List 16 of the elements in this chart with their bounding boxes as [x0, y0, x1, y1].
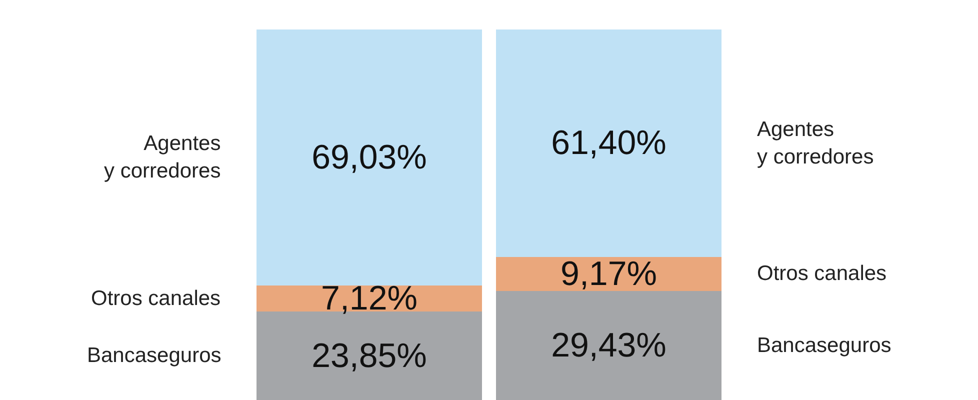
- bar: [496, 256, 722, 291]
- series-label: Bancaseguros: [87, 344, 222, 367]
- data-label: 9,17%: [560, 254, 657, 293]
- bar: [496, 30, 722, 257]
- series-label: Otros canales: [757, 262, 887, 285]
- series-label: Agentes y corredores: [757, 118, 874, 168]
- text: Agentes y corredores: [104, 132, 221, 182]
- data-label: 69,03%: [312, 138, 427, 176]
- data-label: 23,85%: [312, 336, 427, 375]
- text: Otros canales: [91, 287, 221, 310]
- text: Bancaseguros: [757, 334, 892, 357]
- data-label: 61,40%: [551, 124, 666, 162]
- bar: [496, 290, 722, 400]
- bar: [256, 30, 482, 286]
- data-label: 29,43%: [551, 326, 666, 364]
- data-label: 7,12%: [321, 279, 418, 318]
